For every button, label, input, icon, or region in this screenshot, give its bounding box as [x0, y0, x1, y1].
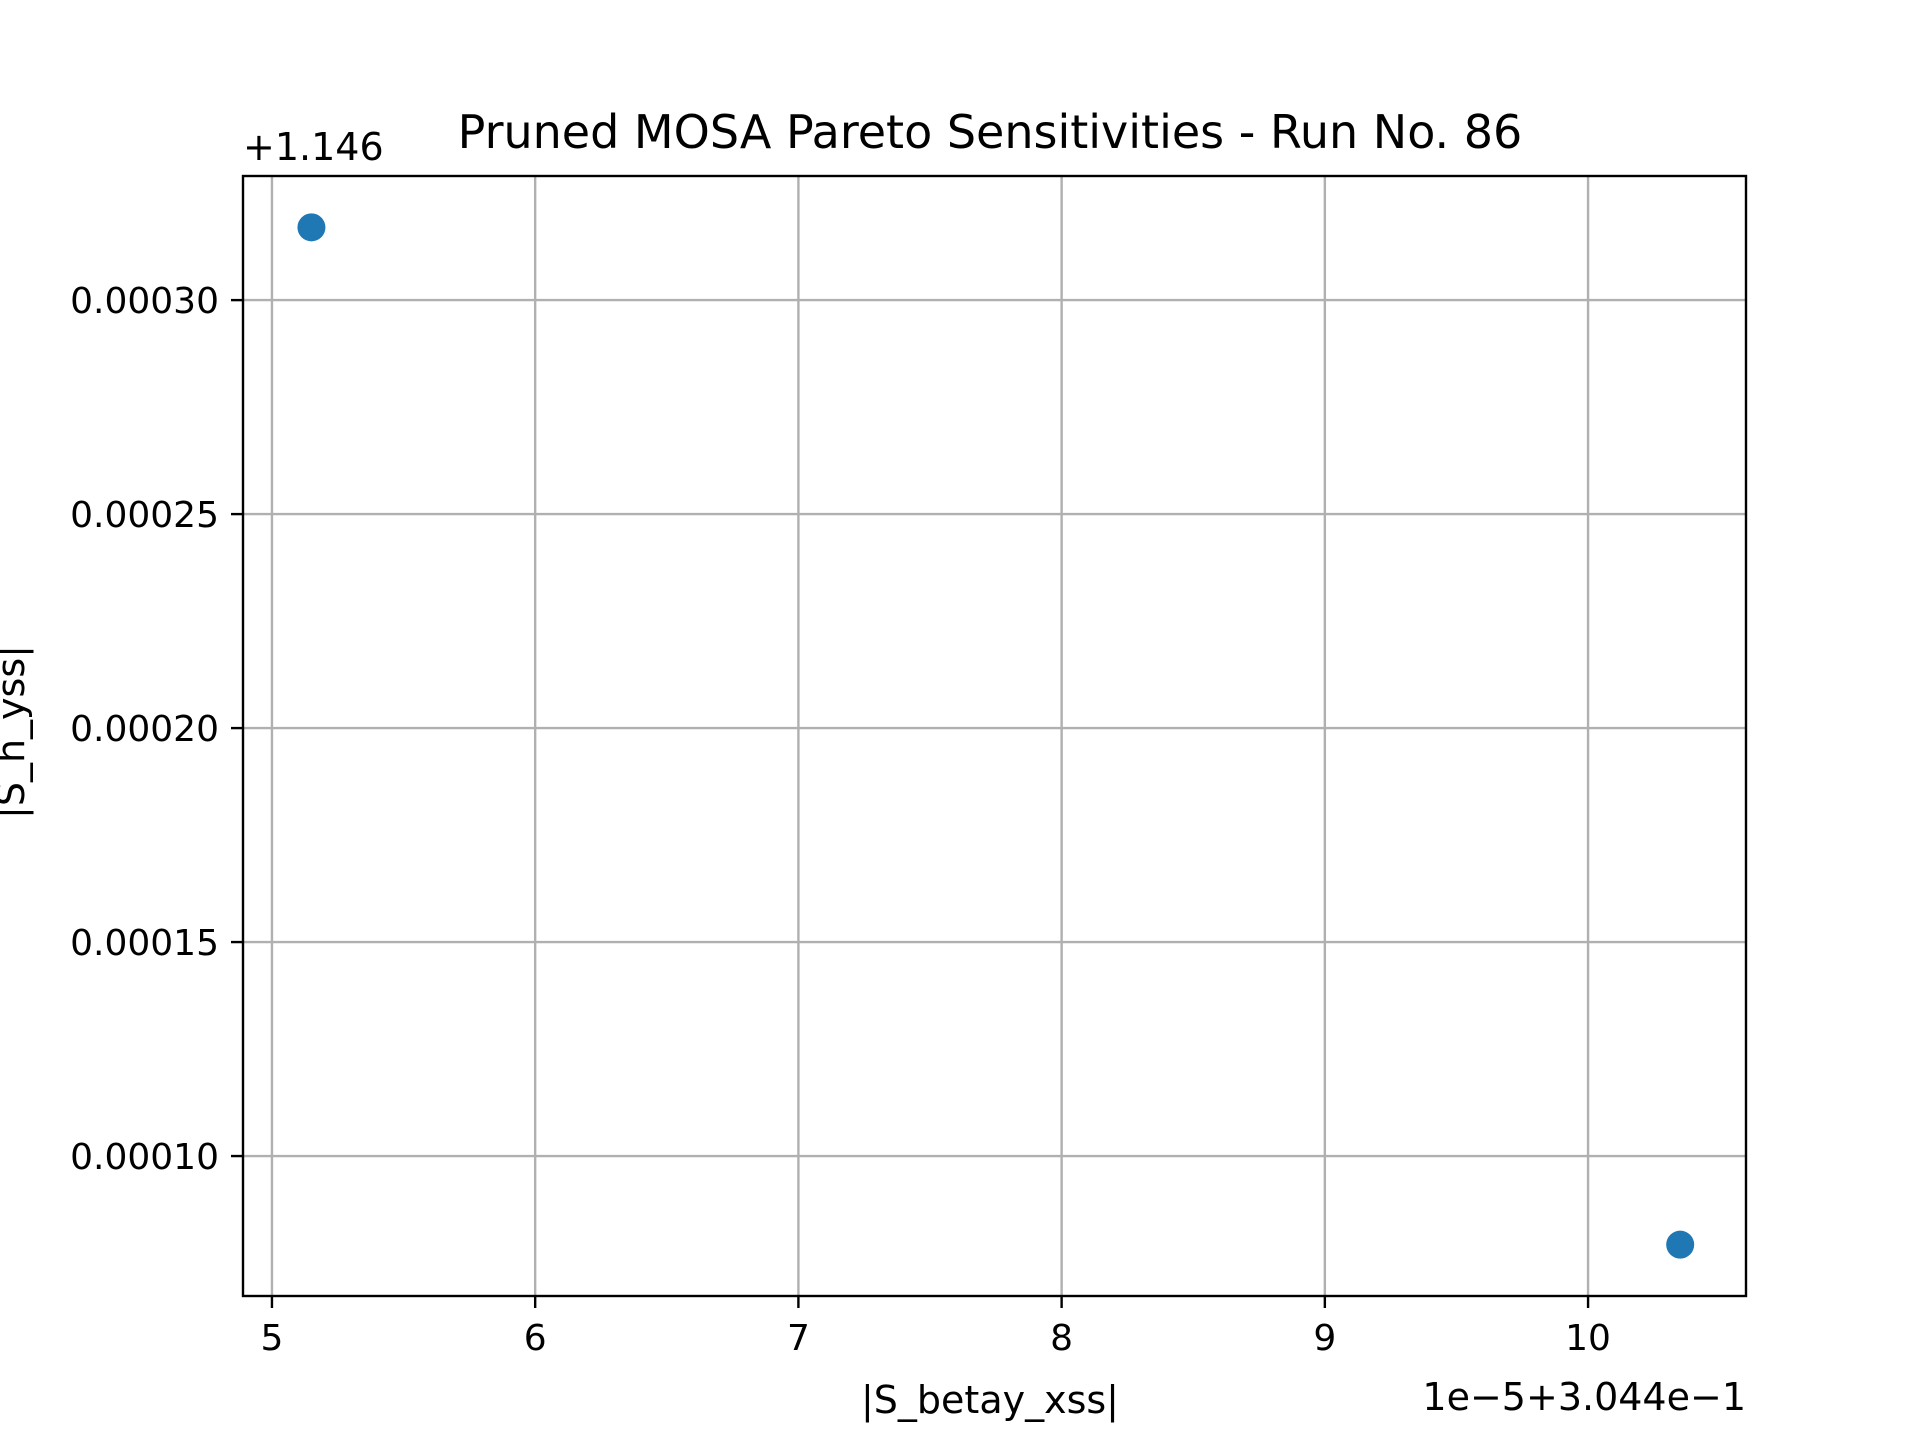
x-tick-label: 8 [1050, 1318, 1073, 1359]
chart-title: Pruned MOSA Pareto Sensitivities - Run N… [458, 105, 1523, 159]
grid [243, 176, 1746, 1296]
y-tick-label: 0.00025 [70, 495, 219, 536]
y-axis-offset-text: +1.146 [243, 125, 384, 169]
x-axis-ticks: 5 6 7 8 9 10 [261, 1296, 1611, 1359]
data-points [297, 213, 1695, 1259]
x-tick-label: 6 [524, 1318, 547, 1359]
x-tick-label: 7 [787, 1318, 810, 1359]
y-axis-label: |S_h_yss| [0, 645, 34, 819]
x-tick-label: 5 [261, 1318, 284, 1359]
y-tick-label: 0.00015 [70, 923, 219, 964]
data-point [1666, 1230, 1695, 1259]
y-tick-label: 0.00020 [70, 709, 219, 750]
plot-area-frame [241, 174, 1748, 1298]
x-axis-label: |S_betay_xss| [861, 1378, 1119, 1423]
data-point [297, 213, 326, 242]
y-tick-label: 0.00010 [70, 1137, 219, 1178]
x-axis-offset-text: 1e−5+3.044e−1 [1422, 1375, 1746, 1419]
x-tick-label: 9 [1313, 1318, 1336, 1359]
y-tick-label: 0.00030 [70, 281, 219, 322]
y-axis-ticks: 0.00010 0.00015 0.00020 0.00025 0.00030 [70, 281, 243, 1178]
x-tick-label: 10 [1565, 1318, 1611, 1359]
